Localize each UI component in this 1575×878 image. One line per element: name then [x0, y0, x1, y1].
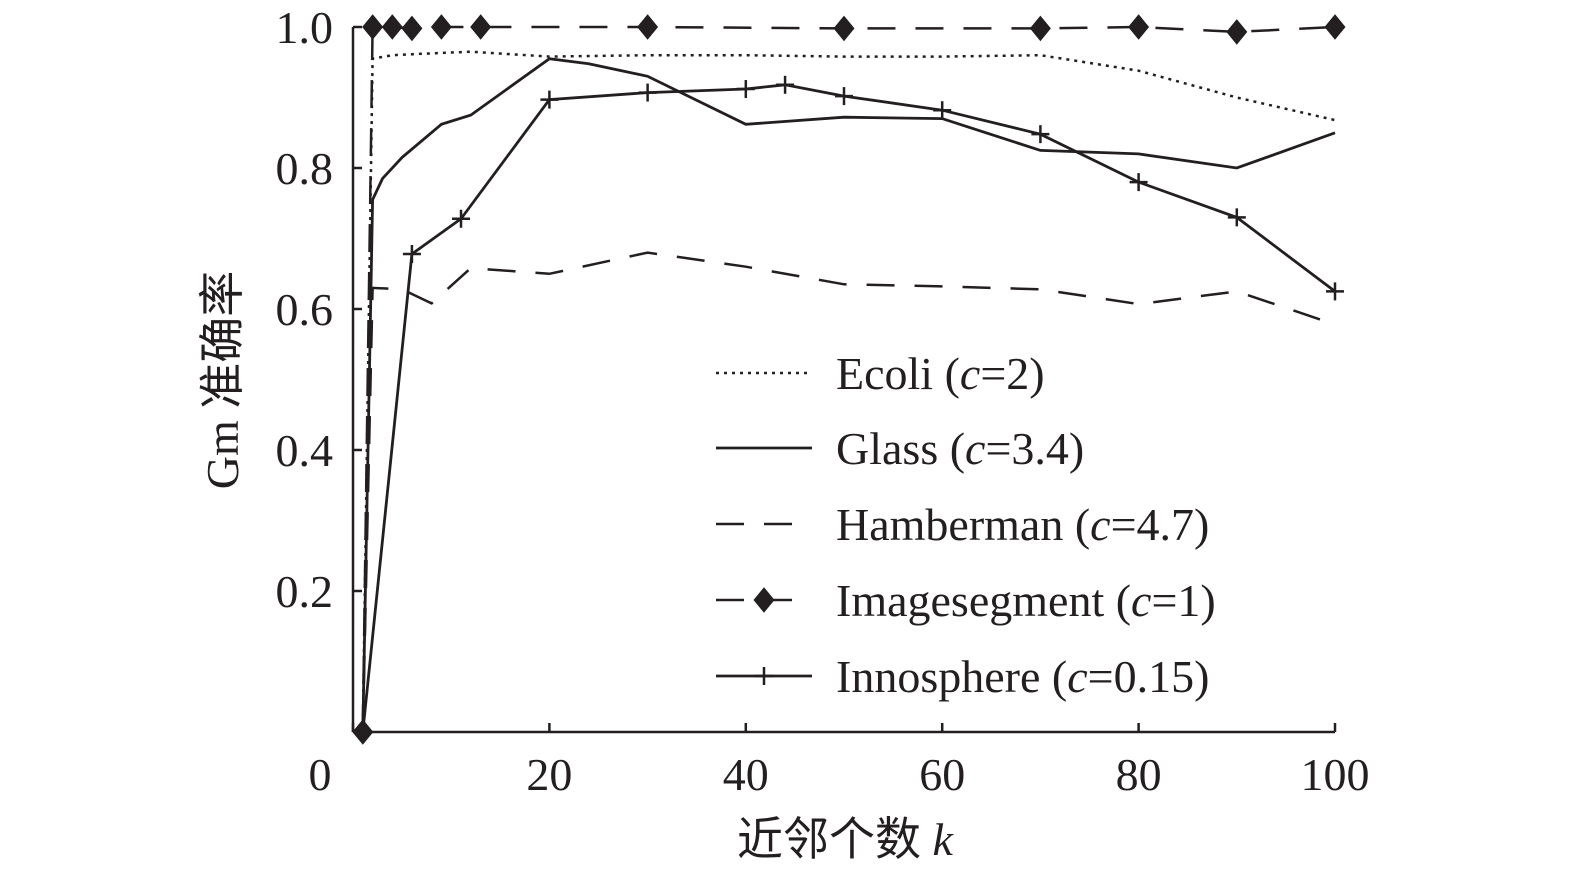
legend-item-innosphere-plus-marker — [755, 667, 773, 685]
x-tick-label: 20 — [526, 749, 572, 800]
series-imagesegment-diamond-marker — [470, 14, 492, 40]
legend-item-glass-param: c — [965, 423, 985, 474]
y-tick-label: 0.2 — [276, 566, 334, 617]
series-imagesegment-diamond-marker — [401, 15, 423, 42]
x-axis-title-text: 近邻个数 — [737, 814, 921, 865]
legend-item-imagesegment-value: =1) — [1151, 575, 1215, 626]
y-tick-label: 0.6 — [276, 284, 334, 335]
legend-item-imagesegment-label: Imagesegment (c=1) — [836, 575, 1216, 626]
y-tick-label: 1.0 — [276, 2, 334, 53]
legend-item-innosphere-param: c — [1067, 651, 1087, 702]
series-imagesegment-diamond-marker — [1324, 14, 1346, 40]
series-imagesegment-diamond-marker — [362, 14, 384, 40]
plot-series — [352, 14, 1346, 745]
legend-item-hamberman-param: c — [1090, 499, 1110, 550]
series-innosphere-plus-marker — [736, 80, 755, 99]
series-innosphere-plus-marker — [638, 83, 657, 102]
y-ticks: 0.2 0.4 0.6 0.8 1.0 — [276, 2, 362, 617]
series-innosphere-plus-marker — [1031, 125, 1050, 144]
legend-item-glass-label: Glass (c=3.4) — [836, 423, 1084, 474]
legend-item-imagesegment-name: Imagesegment ( — [836, 575, 1131, 626]
series-innosphere — [353, 75, 1344, 741]
series-innosphere-plus-marker — [1326, 282, 1344, 301]
legend-item-ecoli-label: Ecoli (c=2) — [836, 348, 1045, 399]
legend-item-imagesegment: Imagesegment (c=1) — [716, 575, 1216, 626]
series-innosphere-plus-marker — [835, 87, 853, 106]
legend-item-innosphere-name: Innosphere ( — [836, 651, 1067, 702]
x-tick-label: 0 — [309, 749, 332, 800]
legend-item-glass-name: Glass ( — [836, 423, 965, 474]
series-imagesegment-diamond-marker — [1029, 15, 1051, 42]
y-tick-label: 0.4 — [276, 425, 334, 476]
series-glass — [361, 57, 1336, 733]
x-ticks: 0 20 40 60 80 100 — [309, 723, 1370, 800]
legend: Ecoli (c=2)Glass (c=3.4)Hamberman (c=4.7… — [716, 348, 1216, 702]
x-axis-title: 近邻个数 k — [737, 814, 955, 865]
x-tick-label: 100 — [1301, 749, 1370, 800]
legend-item-hamberman: Hamberman (c=4.7) — [716, 499, 1209, 550]
series-ecoli-line — [361, 50, 1336, 733]
series-innosphere-plus-marker — [1129, 173, 1148, 192]
legend-item-ecoli: Ecoli (c=2) — [716, 348, 1045, 399]
x-tick-label: 80 — [1116, 749, 1162, 800]
legend-item-ecoli-param: c — [960, 348, 980, 399]
series-innosphere-plus-marker — [540, 90, 559, 109]
legend-item-hamberman-value: =4.7) — [1111, 499, 1210, 550]
y-tick-label: 0.8 — [276, 143, 334, 194]
legend-item-innosphere-value: =0.15) — [1088, 651, 1210, 702]
legend-item-glass: Glass (c=3.4) — [716, 423, 1084, 474]
legend-item-imagesegment-diamond-marker — [753, 587, 775, 613]
series-imagesegment-diamond-marker — [833, 15, 855, 42]
series-glass-line — [361, 57, 1336, 733]
legend-item-glass-value: =3.4) — [985, 423, 1084, 474]
series-innosphere-plus-marker — [353, 723, 372, 741]
axes — [351, 27, 1335, 734]
x-axis-title-variable: k — [933, 814, 955, 865]
legend-item-imagesegment-param: c — [1131, 575, 1151, 626]
legend-item-innosphere-label: Innosphere (c=0.15) — [836, 651, 1209, 702]
legend-item-ecoli-name: Ecoli ( — [836, 348, 960, 399]
series-ecoli — [361, 50, 1336, 733]
legend-item-hamberman-name: Hamberman ( — [836, 499, 1090, 550]
legend-item-ecoli-value: =2) — [980, 348, 1044, 399]
series-imagesegment — [352, 14, 1346, 745]
series-imagesegment-diamond-marker — [637, 14, 659, 40]
series-imagesegment-diamond-marker — [381, 14, 403, 40]
legend-item-innosphere: Innosphere (c=0.15) — [716, 651, 1209, 702]
series-imagesegment-diamond-marker — [430, 14, 452, 40]
series-hamberman — [361, 251, 1336, 733]
series-innosphere-plus-marker — [452, 209, 471, 228]
series-imagesegment-diamond-marker — [1128, 14, 1150, 40]
legend-item-hamberman-label: Hamberman (c=4.7) — [836, 499, 1209, 550]
series-hamberman-line — [361, 251, 1336, 733]
x-tick-label: 60 — [919, 749, 965, 800]
series-innosphere-plus-marker — [776, 75, 795, 94]
series-innosphere-plus-marker — [1227, 208, 1246, 227]
series-innosphere-plus-marker — [933, 101, 952, 120]
y-axis-title: Gm 准确率 — [197, 271, 248, 490]
x-tick-label: 40 — [723, 749, 769, 800]
series-imagesegment-diamond-marker — [1226, 19, 1248, 45]
series-innosphere-plus-marker — [402, 245, 421, 264]
series-innosphere-line — [361, 83, 1336, 733]
